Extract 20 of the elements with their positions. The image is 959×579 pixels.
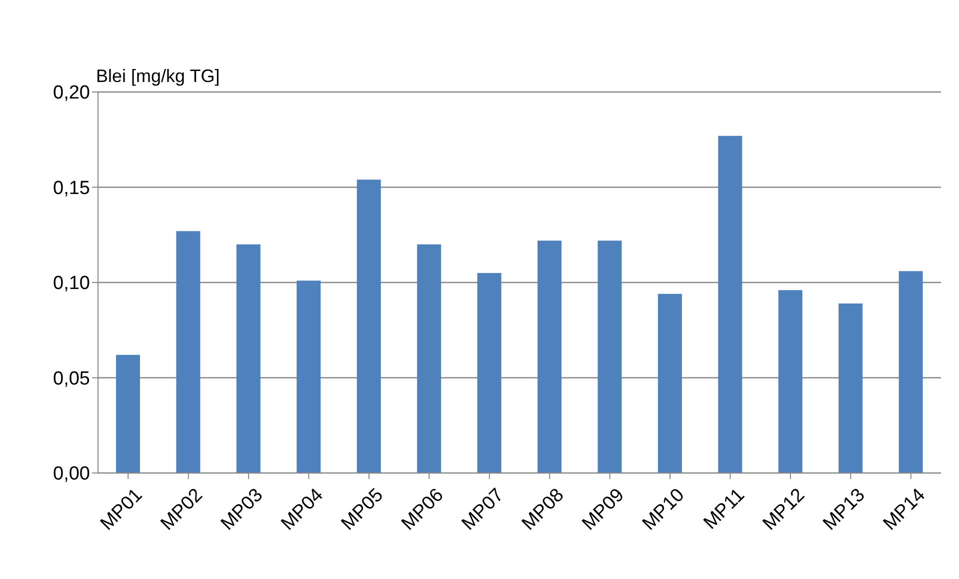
y-tick-label: 0,05 [53,368,90,390]
bar [176,231,200,473]
bar [778,290,802,473]
bar [718,136,742,473]
y-axis-title: Blei [mg/kg TG] [96,66,220,87]
bar [838,303,863,473]
y-tick-label: 0,15 [53,178,90,199]
bar [236,244,260,473]
bar [898,271,923,473]
bar [296,280,321,473]
bar [477,272,502,473]
y-tick-label: 0,00 [53,464,90,485]
y-tick-label: 0,20 [53,82,90,104]
y-tick-label: 0,10 [53,273,90,294]
bar [658,294,682,473]
bar [116,354,140,473]
bar [417,244,442,473]
bar [538,240,562,473]
bar [356,180,381,473]
bar [598,240,622,473]
